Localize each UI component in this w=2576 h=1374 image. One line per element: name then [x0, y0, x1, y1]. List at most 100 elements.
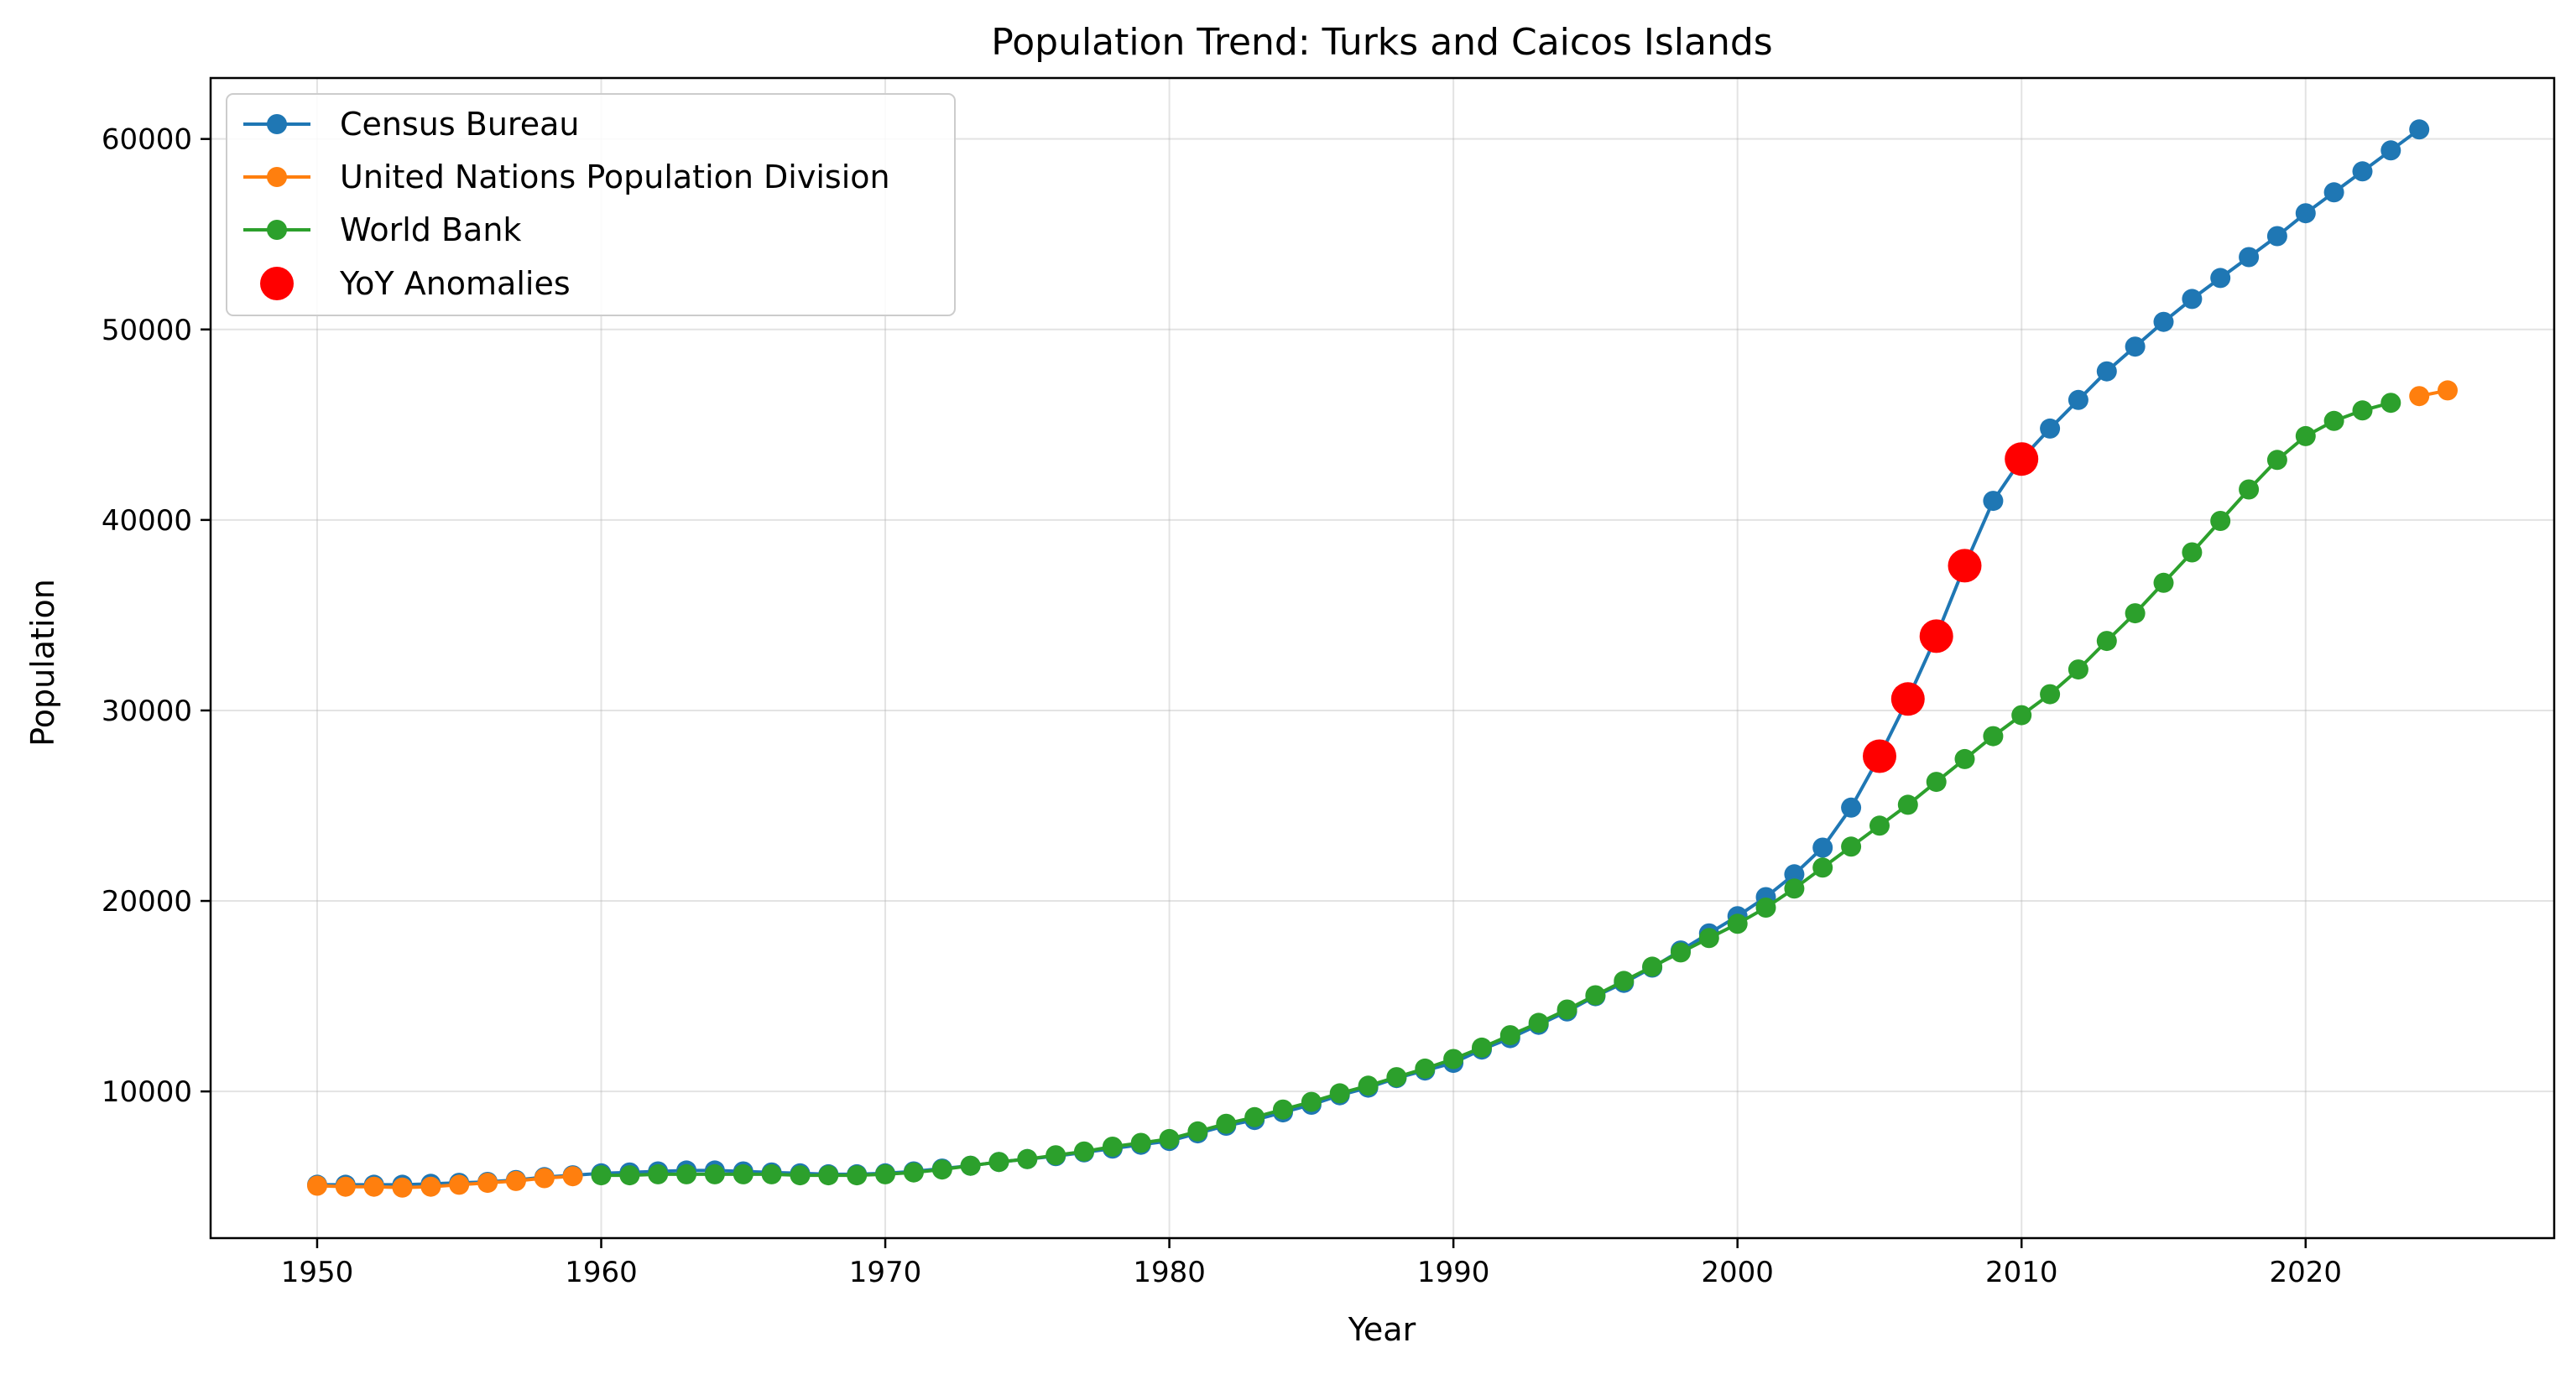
data-point-world-bank	[2239, 479, 2260, 500]
legend-item-world-bank: World Bank	[243, 211, 521, 248]
legend-marker-yoy-anomalies	[260, 267, 294, 300]
data-point-united-nations-population-division	[2438, 380, 2458, 401]
data-point-census-bureau	[2040, 418, 2061, 439]
data-point-world-bank	[960, 1155, 981, 1176]
anomaly-point	[2005, 442, 2039, 476]
series-line-united-nations-population-division	[316, 1174, 573, 1189]
data-point-world-bank	[1557, 999, 1577, 1020]
data-point-census-bureau	[2153, 311, 2174, 332]
data-point-world-bank	[1869, 815, 1890, 836]
data-point-world-bank	[847, 1165, 868, 1186]
data-point-world-bank	[1614, 971, 1635, 991]
legend-label-united-nations: United Nations Population Division	[340, 159, 890, 195]
chart-title: Population Trend: Turks and Caicos Islan…	[991, 21, 1772, 64]
y-tick-label: 10000	[102, 1075, 192, 1109]
x-tick-label: 1980	[1133, 1256, 1206, 1289]
data-point-world-bank	[2182, 542, 2203, 563]
data-point-census-bureau	[2409, 119, 2430, 140]
data-point-world-bank	[1499, 1025, 1520, 1046]
data-point-world-bank	[1046, 1145, 1066, 1166]
legend-marker-census-bureau	[267, 114, 287, 134]
data-point-world-bank	[1528, 1012, 1549, 1033]
data-point-world-bank	[1727, 913, 1748, 934]
data-point-world-bank	[733, 1163, 754, 1184]
data-point-world-bank	[2295, 425, 2316, 446]
y-tick-label: 30000	[102, 695, 192, 728]
data-point-world-bank	[1074, 1141, 1094, 1162]
data-point-world-bank	[2153, 572, 2174, 593]
data-point-world-bank	[1187, 1121, 1208, 1142]
data-point-world-bank	[875, 1163, 895, 1184]
data-point-world-bank	[2266, 450, 2287, 471]
data-point-united-nations-population-division	[505, 1170, 526, 1191]
data-point-world-bank	[1671, 942, 1691, 963]
axis-ticks: 1950 1960 1970 1980 1990 2000 2010 2020 10000 200…	[102, 123, 2342, 1289]
data-point-world-bank	[1358, 1075, 1379, 1096]
data-point-united-nations-population-division	[534, 1168, 555, 1189]
data-point-world-bank	[1698, 928, 1719, 949]
plot-area	[307, 119, 2458, 1198]
data-point-united-nations-population-division	[449, 1174, 470, 1195]
data-point-world-bank	[1897, 794, 1918, 815]
anomaly-point	[1890, 682, 1925, 716]
data-point-world-bank	[790, 1165, 811, 1186]
data-point-united-nations-population-division	[477, 1173, 498, 1194]
data-point-world-bank	[1784, 878, 1805, 899]
data-point-world-bank	[761, 1163, 782, 1184]
legend-label-yoy-anomalies: YoY Anomalies	[339, 265, 571, 302]
data-point-world-bank	[1216, 1113, 1237, 1134]
data-point-world-bank	[818, 1165, 839, 1186]
data-point-census-bureau	[2068, 389, 2088, 410]
data-point-census-bureau	[2182, 289, 2203, 310]
data-point-census-bureau	[2295, 203, 2316, 224]
data-point-world-bank	[2352, 400, 2373, 421]
data-point-world-bank	[1130, 1132, 1151, 1153]
data-point-world-bank	[931, 1159, 952, 1180]
data-point-world-bank	[676, 1163, 697, 1184]
data-point-world-bank	[1755, 898, 1776, 918]
x-tick-label: 1950	[281, 1256, 354, 1289]
data-point-united-nations-population-division	[335, 1176, 356, 1197]
data-point-world-bank	[2210, 511, 2231, 531]
data-point-united-nations-population-division	[392, 1177, 413, 1198]
data-point-world-bank	[1017, 1148, 1038, 1169]
data-point-census-bureau	[2266, 226, 2287, 247]
y-tick-label: 50000	[102, 314, 192, 347]
y-tick-label: 60000	[102, 123, 192, 157]
data-point-world-bank	[1443, 1049, 1464, 1070]
data-point-census-bureau	[1784, 864, 1805, 885]
data-point-world-bank	[2068, 659, 2088, 680]
legend-item-census-bureau: Census Bureau	[243, 106, 579, 143]
data-point-world-bank	[1102, 1137, 1123, 1157]
data-point-world-bank	[1386, 1067, 1407, 1088]
data-point-world-bank	[591, 1165, 612, 1186]
legend-label-census-bureau: Census Bureau	[340, 106, 579, 143]
data-point-united-nations-population-division	[2409, 386, 2430, 407]
x-tick-label: 1990	[1417, 1256, 1490, 1289]
data-point-census-bureau	[2096, 361, 2117, 382]
data-point-united-nations-population-division	[307, 1175, 327, 1196]
y-tick-label: 40000	[102, 504, 192, 538]
plot-frame	[209, 76, 2556, 1240]
data-point-united-nations-population-division	[562, 1166, 583, 1187]
data-point-world-bank	[1954, 748, 1975, 769]
data-point-world-bank	[1159, 1128, 1180, 1149]
data-point-world-bank	[1273, 1099, 1293, 1120]
data-point-world-bank	[2096, 631, 2117, 652]
data-point-census-bureau	[2380, 140, 2401, 161]
data-point-census-bureau	[2239, 247, 2260, 268]
data-point-world-bank	[1472, 1037, 1492, 1058]
data-point-census-bureau	[1841, 797, 1862, 818]
y-tick-label: 20000	[102, 885, 192, 919]
data-point-world-bank	[1329, 1083, 1350, 1104]
data-point-world-bank	[1301, 1091, 1322, 1112]
legend-item-yoy-anomalies: YoY Anomalies	[260, 265, 571, 302]
data-point-world-bank	[903, 1162, 924, 1183]
x-tick-label: 2010	[1985, 1256, 2058, 1289]
anomaly-point	[1948, 549, 1982, 583]
data-point-world-bank	[704, 1163, 725, 1184]
x-tick-label: 2020	[2270, 1256, 2343, 1289]
data-point-world-bank	[619, 1165, 640, 1186]
